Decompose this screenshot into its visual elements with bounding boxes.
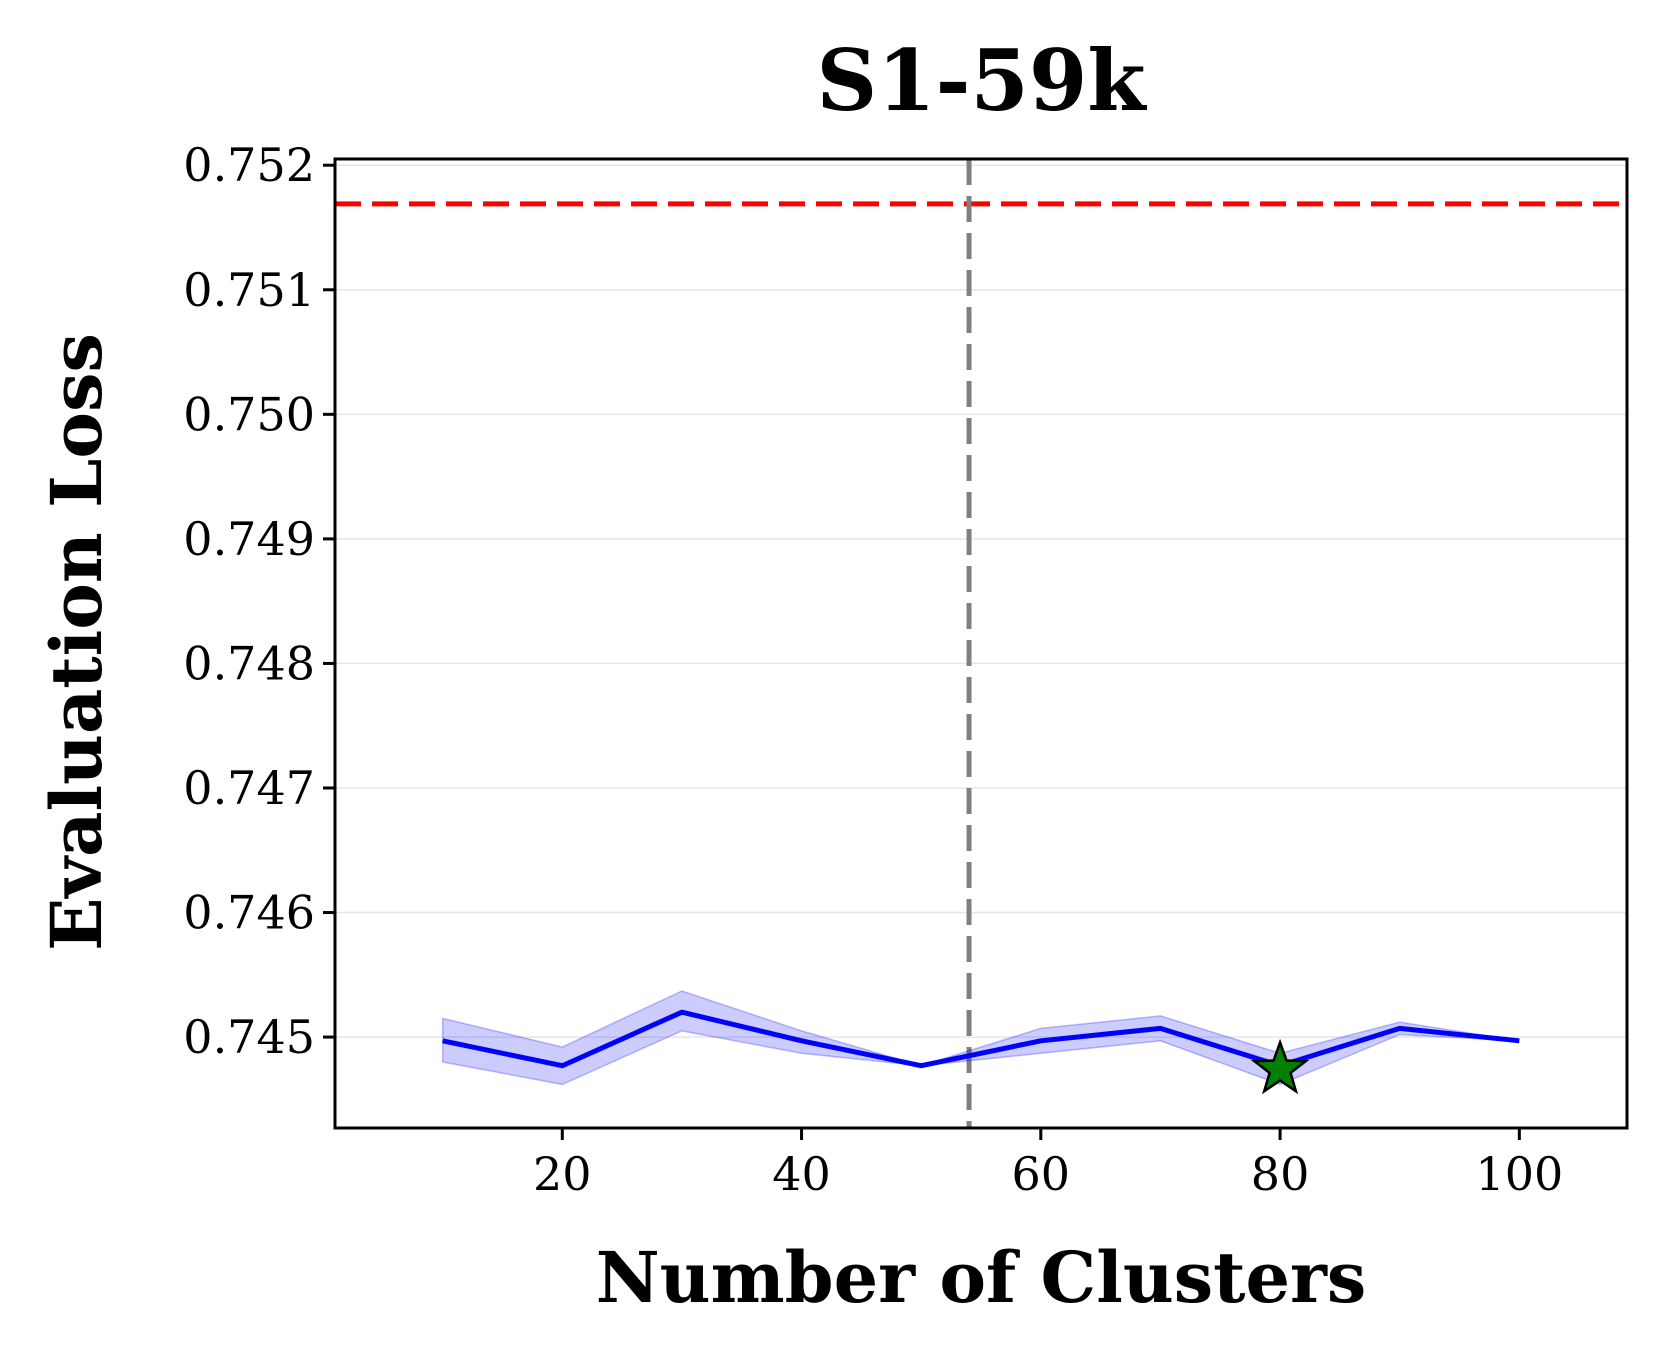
x-tick-label: 40 [772,1147,831,1201]
y-tick-label: 0.752 [183,138,315,192]
chart-title: S1-59k [816,31,1147,130]
y-tick-label: 0.745 [183,1010,315,1064]
plot-frame [333,157,1629,1130]
y-tick-label: 0.746 [183,886,315,940]
y-tick-label: 0.751 [183,263,315,317]
grid-layer [335,164,1627,1038]
series-line [442,1009,1520,1069]
y-tick-label: 0.748 [183,636,315,690]
y-axis: 0.745 0.746 0.747 0.748 0.749 0.750 0.751 0.752 [183,138,335,1064]
y-axis-label: Evaluation Loss [35,333,118,951]
series-layer [441,990,1520,1095]
x-tick-label: 20 [533,1147,592,1201]
y-tick-label: 0.747 [183,761,315,815]
x-axis: 20 40 60 80 100 [533,1128,1563,1201]
x-tick-label: 80 [1251,1147,1310,1201]
y-tick-label: 0.750 [183,387,315,441]
y-tick-label: 0.749 [183,512,315,566]
best-point-star-marker [1250,1038,1310,1095]
reference-lines [335,159,1627,1128]
confidence-band [441,990,1520,1086]
x-axis-label: Number of Clusters [596,1236,1367,1319]
x-tick-label: 100 [1475,1147,1563,1201]
x-tick-label: 60 [1012,1147,1071,1201]
